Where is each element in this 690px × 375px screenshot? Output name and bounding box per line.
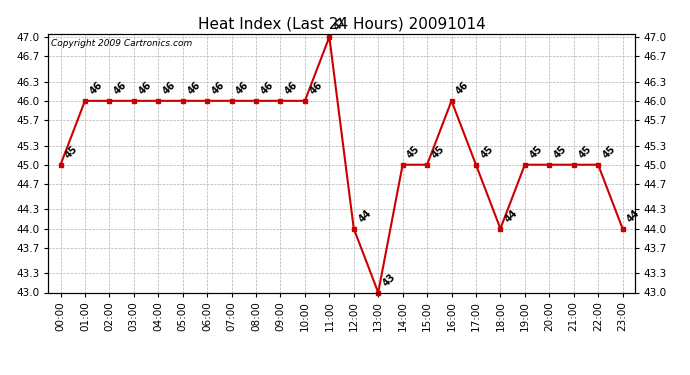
Text: 45: 45 xyxy=(552,144,569,160)
Text: 45: 45 xyxy=(406,144,422,160)
Text: 44: 44 xyxy=(503,208,520,225)
Text: 46: 46 xyxy=(112,80,129,97)
Text: 46: 46 xyxy=(235,80,251,97)
Text: 45: 45 xyxy=(528,144,544,160)
Text: 46: 46 xyxy=(161,80,177,97)
Text: 46: 46 xyxy=(259,80,275,97)
Text: 44: 44 xyxy=(625,208,642,225)
Text: 46: 46 xyxy=(210,80,226,97)
Text: 43: 43 xyxy=(381,272,397,288)
Text: 46: 46 xyxy=(137,80,153,97)
Text: 46: 46 xyxy=(186,80,202,97)
Title: Heat Index (Last 24 Hours) 20091014: Heat Index (Last 24 Hours) 20091014 xyxy=(197,16,486,31)
Text: 46: 46 xyxy=(283,80,300,97)
Text: Copyright 2009 Cartronics.com: Copyright 2009 Cartronics.com xyxy=(51,39,193,48)
Text: 45: 45 xyxy=(479,144,495,160)
Text: 45: 45 xyxy=(576,144,593,160)
Text: 45: 45 xyxy=(601,144,618,160)
Text: 46: 46 xyxy=(308,80,324,97)
Text: 46: 46 xyxy=(88,80,104,97)
Text: 45: 45 xyxy=(430,144,446,160)
Text: 47: 47 xyxy=(332,16,348,33)
Text: 44: 44 xyxy=(357,208,373,225)
Text: 46: 46 xyxy=(454,80,471,97)
Text: 45: 45 xyxy=(63,144,80,160)
